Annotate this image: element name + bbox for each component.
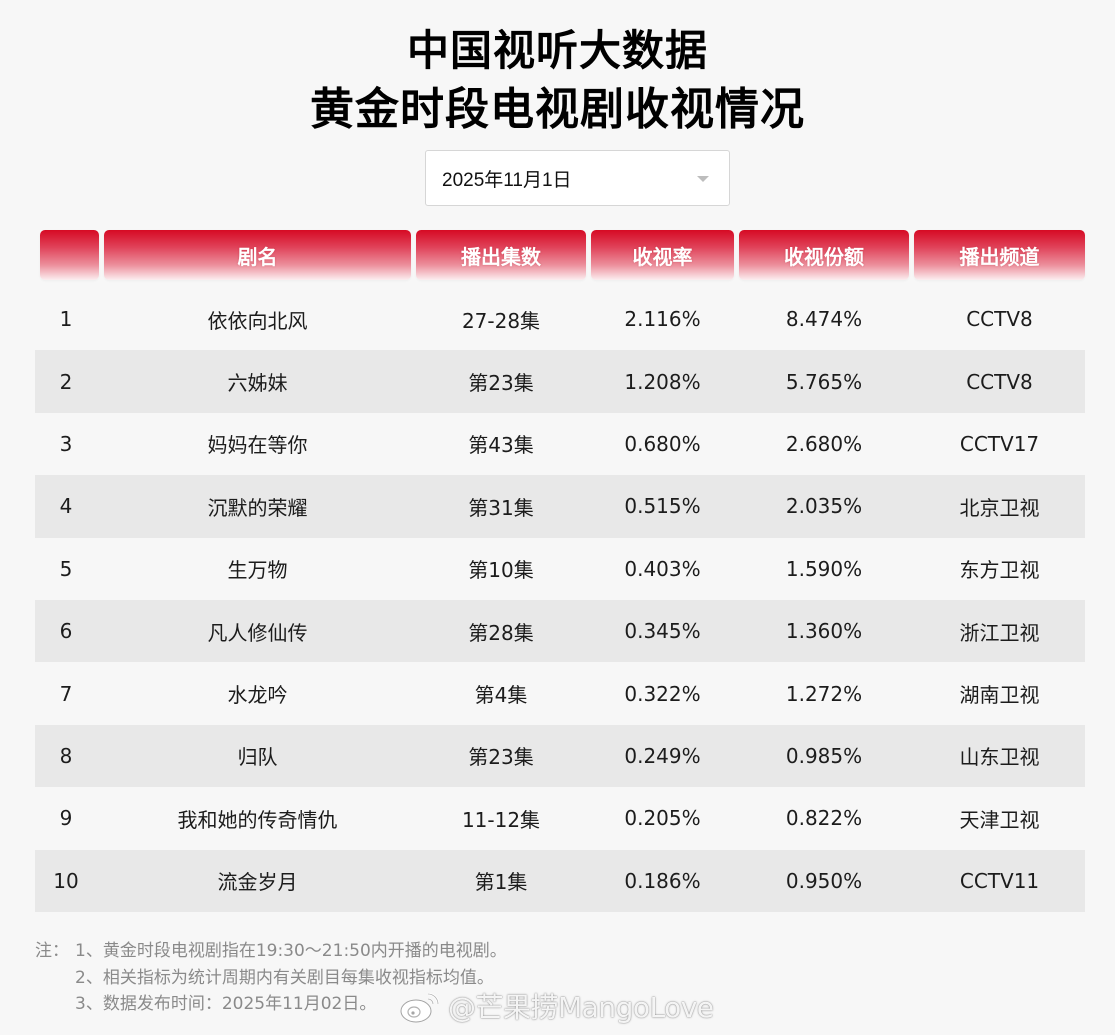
cell-channel: 山东卫视: [959, 745, 1040, 770]
table-row: 8 归队 第23集 0.249% 0.985% 山东卫视: [35, 724, 1085, 788]
date-select-value: 2025年11月1日: [442, 169, 572, 191]
cell-drama-name: 我和她的传奇情仇: [177, 807, 338, 832]
cell-drama-name: 妈妈在等你: [207, 433, 308, 458]
cell-rank: 5: [59, 556, 73, 581]
cell-channel: 浙江卫视: [959, 620, 1040, 645]
cell-share: 0.822%: [785, 806, 863, 831]
cell-episodes: 第10集: [468, 558, 534, 583]
cell-channel: 东方卫视: [959, 558, 1040, 583]
cell-drama-name: 凡人修仙传: [207, 620, 308, 645]
cell-rating: 0.322%: [624, 681, 701, 706]
cell-rating: 0.403%: [624, 556, 701, 581]
cell-rank: 9: [59, 806, 73, 831]
cell-share: 1.590%: [785, 556, 863, 581]
cell-episodes: 11-12集: [461, 807, 541, 832]
cell-drama-name: 归队: [237, 745, 278, 770]
ratings-table-body: 1 依依向北风 27-28集 2.116% 8.474% CCTV8 2 六姊妹…: [35, 288, 1085, 912]
cell-episodes: 第23集: [468, 745, 534, 770]
cell-rating: 0.186%: [624, 868, 701, 893]
cell-rank: 8: [59, 743, 73, 768]
cell-share: 2.035%: [785, 494, 863, 519]
cell-rank: 2: [59, 369, 73, 394]
cell-channel: CCTV8: [966, 369, 1033, 394]
cell-channel: CCTV8: [966, 307, 1033, 332]
footnote-prefix: 注：: [35, 941, 69, 961]
column-header-episodes: 播出集数: [416, 230, 586, 280]
footnotes: 注： 1、黄金时段电视剧指在19:30～21:50内开播的电视剧。 2、相关指标…: [35, 938, 507, 1018]
cell-share: 5.765%: [785, 369, 863, 394]
cell-rank: 3: [59, 431, 73, 456]
table-row: 7 水龙吟 第4集 0.322% 1.272% 湖南卫视: [35, 662, 1085, 724]
cell-share: 1.360%: [785, 619, 863, 644]
cell-channel: CCTV17: [959, 431, 1040, 456]
cell-episodes: 第4集: [474, 683, 528, 708]
cell-episodes: 第28集: [468, 620, 534, 645]
cell-rating: 0.249%: [624, 743, 701, 768]
cell-share: 1.272%: [785, 681, 863, 706]
table-row: 9 我和她的传奇情仇 11-12集 0.205% 0.822% 天津卫视: [35, 787, 1085, 849]
cell-episodes: 第31集: [468, 495, 534, 520]
column-header-rating: 收视率: [591, 230, 734, 280]
table-row: 1 依依向北风 27-28集 2.116% 8.474% CCTV8: [35, 288, 1085, 350]
cell-share: 2.680%: [785, 431, 863, 456]
column-header-name: 剧名: [104, 230, 411, 280]
cell-channel: 北京卫视: [959, 495, 1040, 520]
cell-episodes: 第23集: [468, 371, 534, 396]
footnote-3: 3、数据发布时间：2025年11月02日。: [75, 994, 377, 1014]
cell-episodes: 第43集: [468, 433, 534, 458]
table-row: 3 妈妈在等你 第43集 0.680% 2.680% CCTV17: [35, 413, 1085, 475]
cell-episodes: 27-28集: [461, 308, 541, 333]
cell-drama-name: 沉默的荣耀: [207, 495, 308, 520]
date-select[interactable]: 2025年11月1日: [425, 150, 730, 206]
cell-rating: 1.208%: [624, 369, 701, 394]
cell-drama-name: 水龙吟: [227, 683, 288, 708]
cell-rating: 0.515%: [624, 494, 701, 519]
cell-rank: 4: [59, 494, 73, 519]
cell-drama-name: 流金岁月: [217, 870, 298, 895]
cell-rank: 6: [59, 619, 73, 644]
column-header-share: 收视份额: [739, 230, 909, 280]
cell-share: 0.985%: [785, 743, 863, 768]
column-header-channel: 播出频道: [914, 230, 1085, 280]
cell-rating: 0.345%: [624, 619, 701, 644]
cell-drama-name: 生万物: [227, 558, 288, 583]
cell-rank: 1: [59, 307, 73, 332]
cell-channel: 湖南卫视: [959, 683, 1040, 708]
cell-rating: 0.680%: [624, 431, 701, 456]
cell-share: 8.474%: [785, 307, 863, 332]
watermark: @芒果捞MangoLove: [398, 986, 714, 1026]
column-header-rank: [40, 230, 99, 280]
cell-episodes: 第1集: [474, 870, 528, 895]
cell-rank: 10: [53, 868, 79, 893]
table-row: 6 凡人修仙传 第28集 0.345% 1.360% 浙江卫视: [35, 599, 1085, 663]
table-header: 剧名 播出集数 收视率 收视份额 播出频道: [0, 230, 1115, 282]
table-row: 2 六姊妹 第23集 1.208% 5.765% CCTV8: [35, 350, 1085, 413]
table-row: 5 生万物 第10集 0.403% 1.590% 东方卫视: [35, 538, 1085, 600]
cell-drama-name: 依依向北风: [207, 308, 308, 333]
cell-drama-name: 六姊妹: [227, 371, 288, 396]
cell-channel: CCTV11: [959, 868, 1040, 893]
watermark-text: @芒果捞MangoLove: [448, 991, 714, 1024]
chevron-down-icon[interactable]: [697, 176, 709, 182]
cell-share: 0.950%: [785, 868, 863, 893]
page-title-line2: 黄金时段电视剧收视情况: [310, 84, 805, 135]
cell-rating: 2.116%: [624, 307, 701, 332]
cell-rating: 0.205%: [624, 806, 701, 831]
cell-channel: 天津卫视: [959, 807, 1040, 832]
table-row: 10 流金岁月 第1集 0.186% 0.950% CCTV11: [35, 849, 1085, 912]
page-title-line1: 中国视听大数据: [406, 26, 708, 75]
weibo-icon: [400, 992, 440, 1023]
cell-rank: 7: [59, 681, 73, 706]
footnote-1: 1、黄金时段电视剧指在19:30～21:50内开播的电视剧。: [75, 941, 507, 961]
footnote-2: 2、相关指标为统计周期内有关剧目每集收视指标均值。: [75, 967, 494, 988]
table-row: 4 沉默的荣耀 第31集 0.515% 2.035% 北京卫视: [35, 475, 1085, 538]
